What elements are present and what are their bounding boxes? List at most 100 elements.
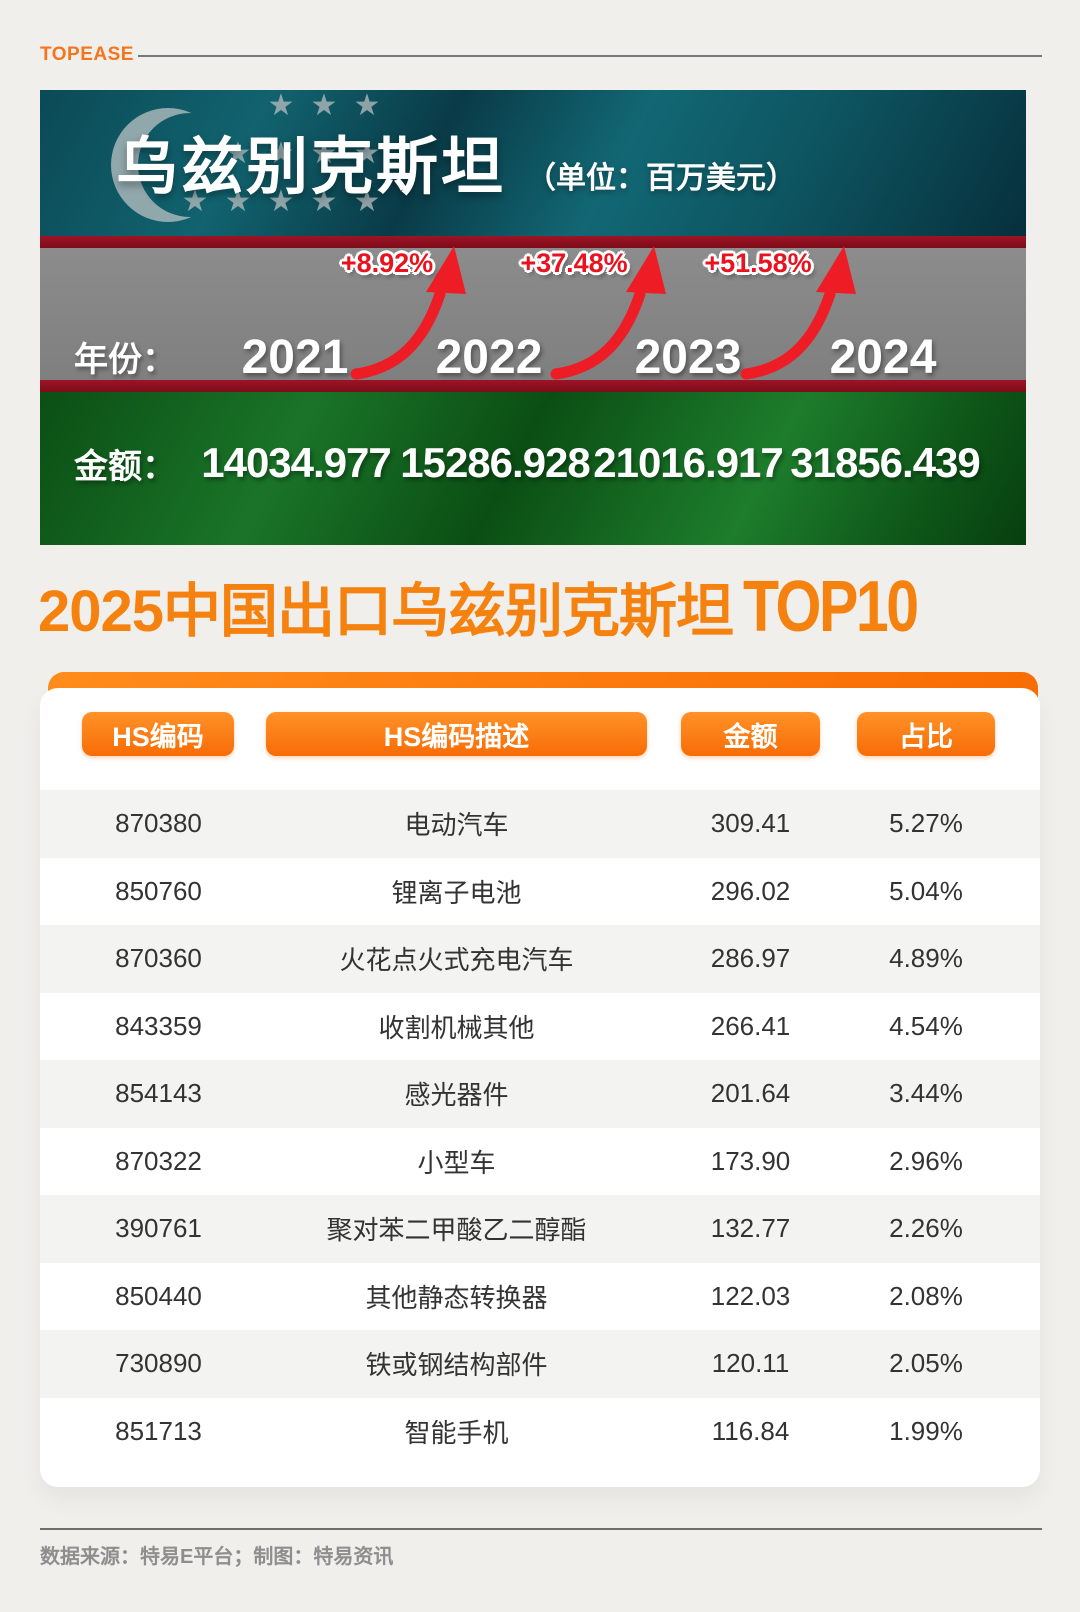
amount-cell: 120.11 (711, 1348, 790, 1379)
amount-cell: 266.41 (710, 1010, 791, 1041)
hs-code-cell: 870322 (115, 1145, 202, 1176)
star-icon: ★ (267, 137, 295, 170)
hs-desc-cell: 锂离子电池 (391, 877, 522, 908)
section-title: 2025中国出口乌兹别克斯坦 TOP10 (38, 564, 955, 648)
amount-cell: 296.02 (710, 875, 791, 906)
hs-code-cell: 870360 (115, 943, 202, 974)
footer-divider (40, 1528, 1042, 1530)
column-header-share: 占比 (857, 712, 995, 756)
hs-code-cell: 850440 (115, 1280, 202, 1311)
column-header-hs-code: HS编码 (82, 712, 234, 756)
amount-cell: 286.97 (710, 943, 791, 974)
hs-code-cell: 390761 (115, 1213, 202, 1244)
star-icon: ★ (353, 185, 381, 218)
hs-desc-cell: 感光器件 (404, 1080, 509, 1111)
year-2022: 2022 (435, 331, 543, 384)
growth-percent: +51.58% (704, 248, 812, 278)
hs-desc-cell: 聚对苯二甲酸乙二醇酯 (326, 1215, 587, 1246)
hs-desc-cell: 铁或钢结构部件 (365, 1350, 548, 1381)
table-body: 870380 电动汽车 309.41 5.27% 850760 锂离子电池 296.02 5.… (40, 790, 1040, 1465)
share-cell: 4.89% (889, 943, 963, 974)
table-row: 850440 其他静态转换器 122.03 2.08% (40, 1262, 1040, 1330)
growth-arrow-icon (740, 244, 870, 380)
flag-band-green (40, 392, 1026, 545)
section-title-top10: TOP10 (743, 567, 919, 647)
amount-cell: 116.84 (711, 1415, 790, 1446)
crescent-icon (100, 98, 250, 243)
amount-cell: 173.90 (710, 1145, 791, 1176)
growth-arrow-icon (550, 244, 680, 380)
year-2021: 2021 (241, 331, 349, 384)
amount-2021: 14034.977 (201, 439, 392, 486)
unit-label: （单位：百万美元） (526, 162, 797, 195)
table-row: 390761 聚对苯二甲酸乙二醇酯 132.77 2.26% (40, 1195, 1040, 1263)
amount-cell: 309.41 (710, 808, 791, 839)
brand-divider (138, 55, 1042, 57)
table-row: 843359 收割机械其他 266.41 4.54% (40, 992, 1040, 1060)
hs-code-cell: 843359 (115, 1010, 202, 1041)
table-row: 870360 火花点火式充电汽车 286.97 4.89% (40, 925, 1040, 993)
amount-cell: 201.64 (710, 1078, 791, 1109)
growth-arrow-icon (350, 244, 480, 380)
share-cell: 3.44% (889, 1078, 963, 1109)
flag-stripe-red-top (40, 236, 1026, 248)
amount-cell: 132.77 (710, 1213, 791, 1244)
banner-title: 乌兹别克斯坦 （单位：百万美元） (116, 116, 796, 206)
country-name: 乌兹别克斯坦 (116, 133, 507, 202)
top10-table-card: HS编码 HS编码描述 金额 占比 870380 电动汽车 309.41 5.27% 8… (40, 688, 1040, 1487)
growth-percent: +37.48% (520, 248, 628, 278)
star-icon: ★ (310, 137, 338, 170)
share-cell: 1.99% (889, 1415, 963, 1446)
share-cell: 2.96% (889, 1145, 963, 1176)
star-icon: ★ (224, 185, 252, 218)
brand-logo: TOPEASE (40, 44, 134, 65)
share-cell: 5.27% (889, 808, 963, 839)
table-row: 851713 智能手机 116.84 1.99% (40, 1397, 1040, 1465)
star-icon: ★ (267, 185, 295, 218)
star-icon: ★ (353, 137, 381, 170)
table-row: 870322 小型车 173.90 2.96% (40, 1127, 1040, 1195)
share-cell: 5.04% (889, 875, 963, 906)
table-row: 854143 感光器件 201.64 3.44% (40, 1060, 1040, 1128)
hs-desc-cell: 火花点火式充电汽车 (339, 945, 574, 976)
year-2023: 2023 (634, 331, 742, 384)
star-icon: ★ (310, 89, 338, 122)
column-header-amount: 金额 (681, 712, 820, 756)
hs-desc-cell: 其他静态转换器 (365, 1282, 548, 1313)
hs-code-cell: 854143 (115, 1078, 202, 1109)
year-2024: 2024 (829, 331, 937, 384)
star-icon: ★ (310, 185, 338, 218)
flag-band-gray (40, 248, 1026, 380)
section-title-cn: 2025中国出口乌兹别克斯坦 (38, 579, 734, 644)
amount-label: 金额： (74, 448, 176, 486)
table-row: 730890 铁或钢结构部件 120.11 2.05% (40, 1330, 1040, 1398)
table-row: 850760 锂离子电池 296.02 5.04% (40, 857, 1040, 925)
amount-cell: 122.03 (710, 1280, 791, 1311)
star-icon: ★ (267, 89, 295, 122)
share-cell: 2.08% (889, 1280, 963, 1311)
column-header-hs-desc: HS编码描述 (266, 712, 647, 756)
flag-stripe-red-bottom (40, 380, 1026, 392)
share-cell: 2.26% (889, 1213, 963, 1244)
hs-code-cell: 870380 (115, 808, 202, 839)
hs-code-cell: 851713 (115, 1415, 202, 1446)
hs-desc-cell: 电动汽车 (404, 810, 509, 841)
table-row: 870380 电动汽车 309.41 5.27% (40, 790, 1040, 858)
footer-credit: 数据来源：特易E平台；制图：特易资讯 (40, 1546, 394, 1568)
growth-percent: +8.92% (340, 248, 434, 278)
hs-desc-cell: 收割机械其他 (378, 1012, 535, 1043)
share-cell: 4.54% (889, 1010, 963, 1041)
star-icon: ★ (181, 185, 209, 218)
share-cell: 2.05% (889, 1348, 963, 1379)
years-label: 年份： (74, 341, 176, 379)
flag-banner: ★ ★ ★ ★ ★ ★ ★ ★ ★ ★ ★ ★ 乌兹别克斯坦 （单位：百万美元） 年份： 2021 2… (40, 90, 1026, 545)
star-icon: ★ (353, 89, 381, 122)
hs-desc-cell: 智能手机 (404, 1417, 509, 1448)
hs-code-cell: 730890 (115, 1348, 202, 1379)
star-icon: ★ (224, 137, 252, 170)
amount-2023: 21016.917 (593, 439, 784, 486)
amount-2024: 31856.439 (790, 439, 981, 486)
hs-code-cell: 850760 (115, 875, 202, 906)
hs-desc-cell: 小型车 (417, 1147, 496, 1178)
amount-2022: 15286.928 (400, 439, 591, 486)
